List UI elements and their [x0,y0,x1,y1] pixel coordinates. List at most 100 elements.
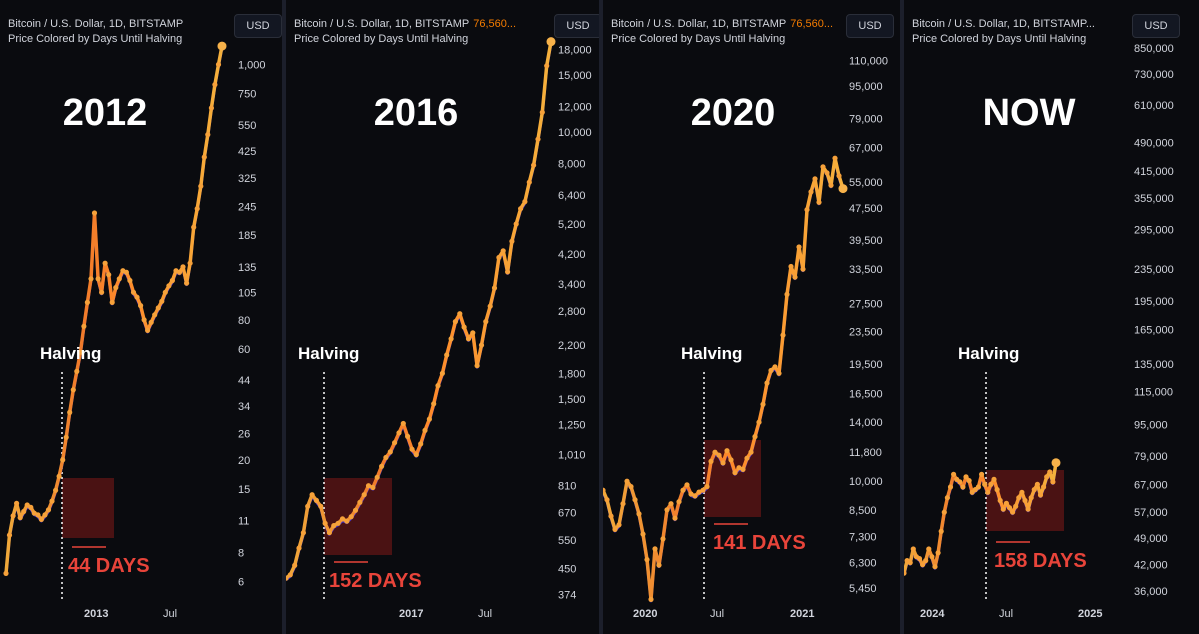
x-tick-label: Jul [163,608,177,620]
price-point [500,248,506,254]
chart-header: Bitcoin / U.S. Dollar, 1D, BITSTAMP 76,56… [294,17,516,47]
price-point [422,427,428,433]
y-tick-label: 79,000 [849,114,883,126]
price-point [413,452,419,458]
price-point [1041,484,1047,490]
price-point [431,401,437,407]
price-point [478,342,485,348]
price-point [361,492,367,498]
y-tick-label: 295,000 [1134,225,1174,237]
price-point [991,476,997,482]
price-point [688,491,694,497]
price-point [1010,509,1016,515]
days-label: 141 DAYS [713,532,806,554]
last-price: 76,560... [473,18,517,30]
days-label: 158 DAYS [994,550,1087,572]
last-price-dot [217,41,227,51]
price-point [145,327,151,333]
price-point [660,536,666,542]
price-point [808,189,814,195]
indicator-subtitle: Price Colored by Days Until Halving [8,33,183,45]
price-point [740,466,746,472]
price-point [988,481,994,487]
price-point [370,484,376,491]
price-point [628,484,634,490]
price-point [724,448,730,454]
x-tick-label: Jul [478,608,492,620]
y-tick-label: 15 [238,484,250,496]
price-point [728,457,734,463]
price-point [720,460,726,466]
price-point [957,479,963,485]
x-tick-label: 2013 [84,608,108,620]
price-point [483,319,489,325]
price-point [926,546,932,552]
price-point [176,269,183,275]
price-point [513,221,519,227]
price-point [45,507,52,513]
y-tick-label: 1,250 [558,420,586,432]
y-tick-label: 19,500 [849,359,883,371]
price-point [191,224,197,230]
price-point [99,289,105,295]
y-tick-label: 185 [238,230,256,242]
chart-header: Bitcoin / U.S. Dollar, 1D, BITSTAMP Price… [8,17,183,47]
price-point [526,179,532,185]
y-tick-label: 750 [238,89,256,101]
price-point [975,484,981,490]
currency-button[interactable]: USD [234,14,282,38]
price-point [997,497,1003,504]
price-point [14,500,20,506]
price-point [951,471,957,477]
price-point [198,183,204,189]
price-point [81,323,87,329]
currency-button[interactable]: USD [846,14,894,38]
price-point [664,507,670,513]
price-point [652,546,658,552]
price-point [744,455,750,461]
price-point [1034,481,1040,487]
y-tick-label: 10,000 [558,127,592,139]
currency-button[interactable]: USD [1132,14,1180,38]
indicator-subtitle: Price Colored by Days Until Halving [611,33,786,45]
y-tick-label: 670 [558,507,576,519]
x-tick-label: 2021 [790,608,814,620]
y-tick-label: 33,500 [849,264,883,276]
price-point [544,63,550,69]
price-point [1019,489,1025,495]
y-tick-label: 195,000 [1134,296,1174,308]
price-point [932,564,938,570]
price-point [509,238,515,244]
price-point [357,499,363,505]
panel-separator [599,0,603,634]
y-tick-label: 105 [238,287,256,299]
price-point [35,512,41,518]
price-point [820,164,826,170]
symbol-title: Bitcoin / U.S. Dollar, 1D, BITSTAMP [8,18,184,30]
y-tick-label: 16,500 [849,388,883,400]
price-point [716,452,722,458]
price-point [620,501,626,507]
price-point [539,109,545,115]
symbol-title: Bitcoin / U.S. Dollar, 1D, BITSTAMP [611,18,787,30]
price-point [305,503,311,509]
price-point [113,285,119,291]
price-point [603,487,606,493]
y-tick-label: 11,800 [849,447,882,459]
y-tick-label: 425 [238,146,256,158]
y-tick-label: 610,000 [1134,100,1174,112]
price-point [194,206,200,212]
currency-button[interactable]: USD [554,14,599,38]
price-point [947,484,954,490]
price-point [138,303,144,309]
price-point [929,554,935,560]
price-point [470,330,476,336]
price-point [804,207,810,213]
price-point [535,136,541,142]
y-tick-label: 2,200 [558,340,586,352]
price-point [166,283,172,289]
y-tick-label: 135 [238,262,256,274]
price-point [106,272,112,278]
x-tick-label: 2020 [633,608,657,620]
price-point [776,370,782,376]
